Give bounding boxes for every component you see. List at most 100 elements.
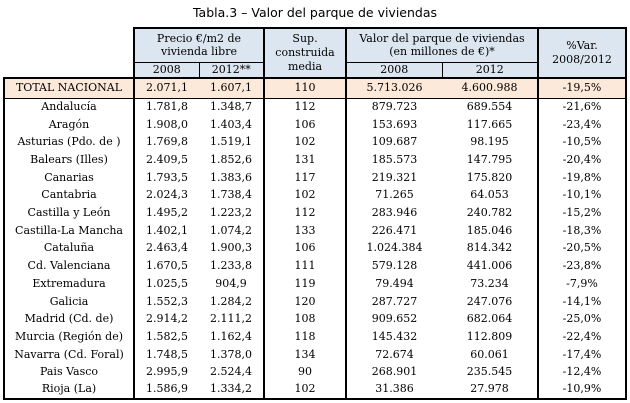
region-cell: Navarra (Cd. Foral)	[3, 345, 135, 364]
value-cell: -25,0%	[538, 310, 628, 328]
region-cell: Galicia	[3, 292, 135, 311]
table-row: Canarias 1.793,5 1.383,6 117 219.321 175.820-…	[3, 168, 628, 187]
value-cell: 441.006	[442, 257, 540, 275]
region-cell: Castilla y León	[3, 204, 135, 222]
col-group-valor: Valor del parque de viviendas (en millon…	[346, 27, 540, 63]
value-cell: 240.782	[442, 204, 540, 222]
value-cell: 117	[264, 168, 347, 187]
value-cell: 1.908,0	[146, 117, 188, 131]
value-cell: 879.723	[371, 100, 418, 114]
value-cell: 1.024.384	[366, 241, 423, 255]
col-header-pct-var: %Var. 2008/2012	[538, 27, 628, 79]
value-cell: 1.519,1	[199, 133, 265, 152]
value-cell: -12,4%	[538, 363, 628, 381]
value-cell: 119	[264, 274, 347, 293]
table-title: Tabla.3 – Valor del parque de viviendas	[192, 5, 438, 20]
value-cell: 73.234	[442, 274, 540, 293]
value-cell: 120	[264, 292, 347, 311]
region-cell: Castilla-La Mancha	[3, 221, 135, 240]
region-cell: Madrid (Cd. de)	[3, 310, 135, 328]
value-cell: 2.463,4	[146, 241, 188, 255]
value-cell: 2.409,5	[146, 153, 188, 167]
value-cell: 98.195	[442, 133, 540, 152]
table-row: Cantabria 2.024,3 1.738,4 102 71.265 64.053 -1…	[3, 186, 628, 205]
value-cell: 90	[264, 363, 347, 381]
value-cell: 185.046	[442, 221, 540, 240]
viviendas-table: Precio €/m2 de vivienda libre Sup. const…	[3, 27, 628, 400]
value-cell: 2.024,3	[146, 188, 188, 202]
region-cell: Asturias (Pdo. de )	[3, 133, 135, 152]
value-cell: 814.342	[442, 239, 540, 258]
value-cell: 112	[264, 98, 347, 116]
table-row: Galicia 1.552,3 1.284,2 120 287.727 247.076 -1…	[3, 292, 628, 311]
value-cell: 1.223,2	[199, 204, 265, 222]
value-cell: 2.111,2	[199, 310, 265, 328]
region-cell: Cd. Valenciana	[3, 257, 135, 275]
col-subheader-precio-2012: 2012**	[199, 62, 265, 79]
total-value-cell: 4.600.988	[442, 77, 540, 99]
value-cell: 219.321	[371, 170, 418, 184]
region-cell: Aragón	[3, 115, 135, 134]
value-cell: 268.901	[371, 365, 418, 379]
value-cell: 108	[264, 310, 347, 328]
col-subheader-valor-2008: 2008	[346, 62, 443, 79]
col-subheader-precio-2008: 2008	[133, 62, 200, 79]
value-cell: 111	[264, 257, 347, 275]
total-value-cell: -19,5%	[538, 77, 628, 99]
value-cell: 1.074,2	[199, 221, 265, 240]
value-cell: 102	[264, 186, 347, 205]
total-row: TOTAL NACIONAL 2.071,1 1.607,1 110 5.713…	[3, 77, 628, 99]
value-cell: 71.265	[375, 188, 414, 202]
value-cell: 1.781,8	[146, 100, 188, 114]
region-cell: Andalucía	[3, 98, 135, 116]
value-cell: 1.552,3	[146, 294, 188, 308]
value-cell: 175.820	[442, 168, 540, 187]
value-cell: -23,4%	[538, 115, 628, 134]
value-cell: 909.652	[371, 312, 418, 326]
region-cell: Canarias	[3, 168, 135, 187]
value-cell: 1.582,5	[146, 329, 188, 343]
value-cell: 106	[264, 115, 347, 134]
value-cell: -19,8%	[538, 168, 628, 187]
total-value-cell: 1.607,1	[199, 77, 265, 99]
total-region-cell: TOTAL NACIONAL	[3, 77, 135, 99]
value-cell: 133	[264, 221, 347, 240]
value-cell: 134	[264, 345, 347, 364]
value-cell: 1.284,2	[199, 292, 265, 311]
value-cell: 1.403,4	[199, 115, 265, 134]
value-cell: 1.738,4	[199, 186, 265, 205]
value-cell: 287.727	[371, 294, 418, 308]
total-value-cell: 110	[264, 77, 347, 99]
table-row: Cd. Valenciana 1.670,5 1.233,8 111 579.128 44…	[3, 257, 628, 275]
value-cell: -20,4%	[538, 151, 628, 169]
value-cell: -15,2%	[538, 204, 628, 222]
region-cell: Pais Vasco	[3, 363, 135, 381]
value-cell: 60.061	[442, 345, 540, 364]
table-row: Balears (Illes) 2.409,5 1.852,6 131 185.573 1…	[3, 151, 628, 169]
value-cell: 102	[264, 381, 347, 400]
value-cell: 131	[264, 151, 347, 169]
value-cell: 1.670,5	[146, 259, 188, 273]
table-row: Castilla-La Mancha 1.402,1 1.074,2 133 226.4…	[3, 221, 628, 240]
col-header-sup: Sup. construida media	[264, 27, 347, 79]
table-row: Extremadura 1.025,5 904,9 119 79.494 73.234 -7…	[3, 274, 628, 293]
value-cell: 682.064	[442, 310, 540, 328]
region-cell: Murcia (Región de)	[3, 327, 135, 346]
value-cell: -14,1%	[538, 292, 628, 311]
value-cell: 112	[264, 204, 347, 222]
value-cell: 102	[264, 133, 347, 152]
region-cell: Cataluña	[3, 239, 135, 258]
value-cell: 579.128	[371, 259, 418, 273]
table-row: Cataluña 2.463,4 1.900,3 106 1.024.384 814.34…	[3, 239, 628, 258]
value-cell: -10,1%	[538, 186, 628, 205]
value-cell: 31.386	[346, 381, 442, 400]
value-cell: 235.545	[442, 363, 540, 381]
region-cell: Extremadura	[3, 274, 135, 293]
value-cell: -21,6%	[538, 98, 628, 116]
value-cell: 145.432	[371, 329, 418, 343]
value-cell: -10,9%	[538, 381, 628, 400]
region-cell: Balears (Illes)	[3, 151, 135, 169]
value-cell: -17,4%	[538, 345, 628, 364]
table-row: Madrid (Cd. de) 2.914,2 2.111,2 108 909.652 6…	[3, 310, 628, 328]
